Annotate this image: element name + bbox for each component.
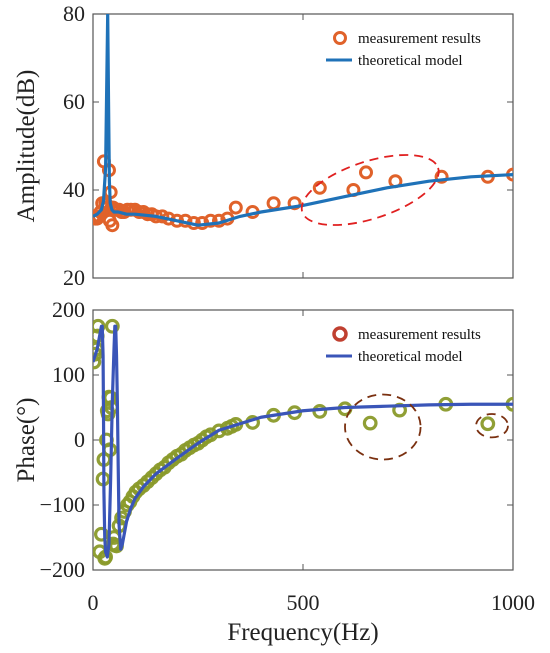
measurement-point [359,165,373,180]
measurement-point [362,415,378,431]
amplitude-legend: measurement results theoretical model [326,31,481,69]
measurement-point [211,423,227,439]
measurement-point [480,416,496,432]
amplitude-legend-marker-icon [333,31,347,45]
y-tick-label: 60 [63,89,85,114]
measurement-point [312,404,328,419]
y-tick-label: −200 [40,557,85,582]
measurement-point [228,200,243,215]
y-tick-label: 200 [52,297,85,322]
highlight-ellipse [300,154,440,226]
measurement-point [105,218,120,233]
y-tick-label: −100 [40,492,85,517]
y-tick-label: 20 [63,265,85,290]
x-tick-label: 500 [287,590,320,615]
amplitude-y-ticks: 20 40 60 80 [63,1,514,290]
phase-y-ticks: −200 −100 0 100 200 [40,297,513,582]
measurement-point [287,196,302,211]
phase-legend: measurement results theoretical model [326,326,481,365]
x-tick-label: 1000 [491,590,535,615]
phase-legend-measurement-label: measurement results [358,327,481,343]
phase-legend-model-label: theoretical model [358,349,463,365]
phase-x-ticks: 0 500 1000 [88,310,535,615]
amplitude-panel: 20 40 60 80 Amplitude(dB) measurement resul… [13,1,514,290]
frequency-x-axis-label: Frequency(Hz) [227,619,378,646]
measurement-point [266,196,281,211]
phase-panel: −200 −100 0 100 200 0 500 1000 Phase(°) Freque… [13,297,535,646]
theoretical-model-line [93,324,513,559]
amplitude-legend-model-label: theoretical model [358,53,463,69]
highlight-ellipse [475,413,509,439]
measurement-point [434,169,449,184]
amplitude-legend-measurement-label: measurement results [358,31,481,47]
measurement-point [203,213,218,228]
theoretical-model-line [93,14,513,227]
measurement-point [104,318,120,334]
phase-legend-marker-icon [332,326,348,342]
measurement-point [93,526,109,542]
phase-y-axis-label: Phase(°) [13,398,40,483]
y-tick-label: 40 [63,177,85,202]
highlight-ellipse [344,393,422,461]
amplitude-y-axis-label: Amplitude(dB) [13,70,40,223]
phase-plot-area [93,318,513,566]
y-tick-label: 80 [63,1,85,26]
y-tick-label: 0 [74,427,85,452]
x-tick-label: 0 [88,590,99,615]
amplitude-plot-area [93,14,513,233]
y-tick-label: 100 [52,362,85,387]
